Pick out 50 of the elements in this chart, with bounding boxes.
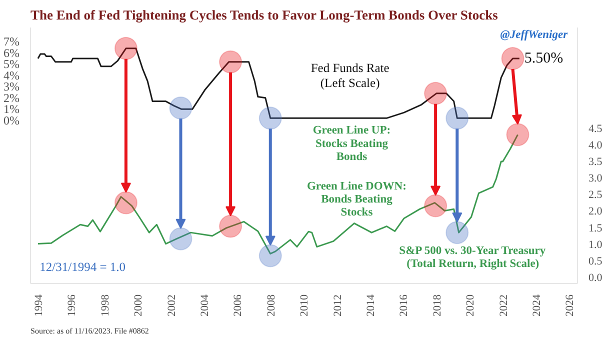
point bbox=[219, 214, 242, 238]
point bbox=[506, 123, 530, 146]
x-tick-label: 2016 bbox=[398, 294, 410, 316]
y2-tick-label: 2.5 bbox=[588, 189, 603, 202]
annotation: Fed Funds Rate (Left Scale) bbox=[310, 60, 390, 90]
x-tick-label: 1994 bbox=[32, 294, 45, 316]
annotation: S&P 500 vs. 30-Year Treasury (Total Return, Right Scale) bbox=[399, 244, 546, 270]
y2-tick-label: 0.5 bbox=[588, 255, 603, 268]
y2-tick-label: 0.0 bbox=[588, 272, 603, 284]
annotation: Green Line UP: Stocks Beating Bonds bbox=[312, 124, 391, 164]
x-tick-label: 2004 bbox=[198, 294, 211, 316]
point bbox=[501, 47, 524, 70]
annotation: 5.50% bbox=[524, 50, 564, 67]
y2-tick-label: 4.0 bbox=[588, 140, 603, 152]
x-tick-label: 2012 bbox=[332, 294, 344, 316]
point bbox=[219, 50, 242, 74]
point bbox=[258, 244, 282, 268]
y2-tick-label: 2.0 bbox=[588, 206, 603, 218]
x-tick-label: 2006 bbox=[232, 294, 244, 316]
chart-title: The End of Fed Tightening Cycles Tends to Favor Long-Term Bonds Over Stocks bbox=[30, 8, 498, 22]
annotation: Green Line DOWN: Bonds Beating Stocks bbox=[306, 180, 406, 219]
annotation: @JeffWeniger bbox=[500, 28, 568, 41]
y2-tick-label: 4.5 bbox=[588, 123, 603, 136]
x-tick-label: 1996 bbox=[66, 294, 78, 316]
annotation: 12/31/1994 = 1.0 bbox=[40, 260, 126, 274]
x-tick-label: 2022 bbox=[498, 294, 510, 316]
y2-tick-label: 3.5 bbox=[588, 156, 603, 168]
x-tick-label: 2010 bbox=[298, 294, 311, 316]
point bbox=[114, 191, 138, 214]
x-tick-label: 2008 bbox=[265, 294, 278, 316]
x-tick-label: 2020 bbox=[464, 294, 477, 316]
point bbox=[169, 227, 192, 250]
x-tick-label: 2024 bbox=[531, 294, 543, 316]
y2-tick-label: 1.5 bbox=[588, 222, 603, 234]
point bbox=[424, 194, 448, 218]
x-tick-label: 2018 bbox=[431, 294, 444, 316]
x-tick-label: 2000 bbox=[132, 294, 145, 316]
y2-tick-label: 3.0 bbox=[588, 172, 603, 185]
point bbox=[258, 106, 282, 130]
x-tick-label: 1998 bbox=[99, 294, 112, 316]
point bbox=[446, 106, 469, 130]
x-tick-label: 2026 bbox=[564, 294, 576, 316]
x-tick-label: 2014 bbox=[364, 294, 377, 316]
x-tick-label: 2002 bbox=[166, 294, 178, 316]
point bbox=[169, 96, 192, 120]
point bbox=[114, 36, 138, 60]
point bbox=[424, 82, 448, 105]
point bbox=[446, 221, 469, 244]
source-note: Source: as of 11/16/2023. File #0862 bbox=[30, 326, 149, 336]
y2-tick-label: 1.0 bbox=[588, 238, 603, 251]
